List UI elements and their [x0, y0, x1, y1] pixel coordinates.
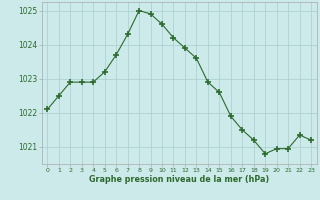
X-axis label: Graphe pression niveau de la mer (hPa): Graphe pression niveau de la mer (hPa) [89, 175, 269, 184]
